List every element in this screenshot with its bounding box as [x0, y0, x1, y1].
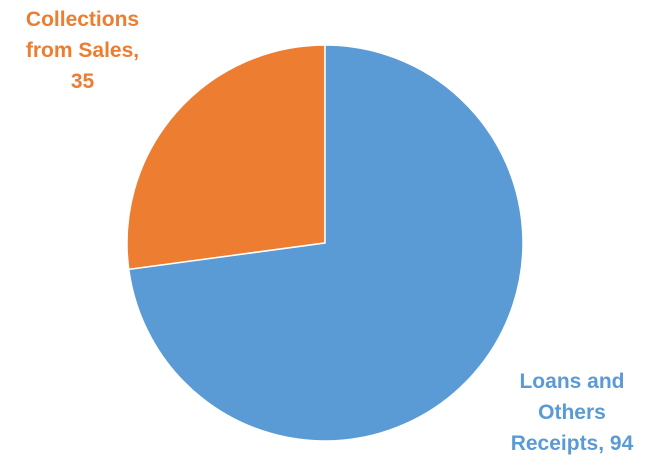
data-label-line: Loans and	[519, 370, 625, 393]
data-label-line: 35	[70, 70, 95, 93]
pie-slice-loans-and-others-receipts	[127, 44, 524, 442]
data-label-line: Receipts, 94	[510, 432, 634, 455]
data-label-line: from Sales,	[25, 39, 140, 62]
data-label-collections-from-sales: Collections from Sales, 35	[0, 4, 165, 97]
data-label-loans-and-others-receipts: Loans and Others Receipts, 94	[487, 366, 657, 459]
data-label-line: Others	[538, 401, 606, 424]
data-label-line: Collections	[25, 8, 140, 31]
pie-slice-collections-from-sales	[126, 44, 326, 271]
